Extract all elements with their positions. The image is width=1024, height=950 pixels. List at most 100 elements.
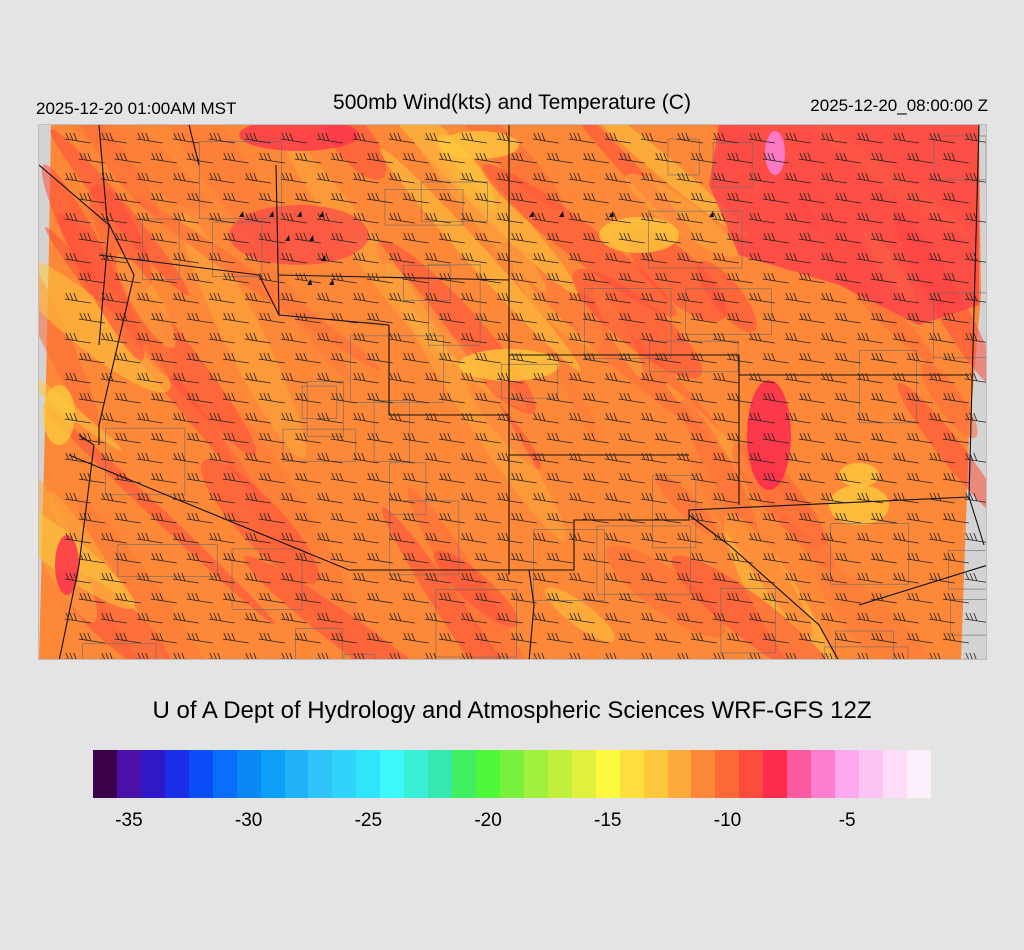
wind-barb [460, 372, 487, 384]
wind-barb [654, 352, 681, 364]
wind-barb [870, 592, 897, 604]
wind-barb [726, 232, 753, 244]
wind-barb [78, 352, 105, 364]
wind-barb [618, 232, 645, 244]
wind-barb [150, 192, 177, 204]
wind-barb [460, 652, 473, 659]
wind-barb [820, 372, 847, 384]
wind-barb [258, 312, 285, 324]
wind-barb [964, 492, 986, 503]
colorbar-swatch [164, 750, 189, 798]
wind-barb [366, 552, 393, 564]
wind-barb [186, 552, 213, 564]
wind-barb [402, 632, 429, 644]
wind-barb [712, 292, 739, 304]
credit-label: U of A Dept of Hydrology and Atmospheric… [152, 697, 872, 724]
colorbar-swatch [356, 750, 381, 798]
wind-barb [856, 212, 883, 224]
wind-barb [748, 372, 775, 384]
wind-barb [618, 512, 645, 524]
county-outline [685, 288, 772, 335]
wind-barb [280, 292, 307, 304]
wind-barb [942, 192, 969, 204]
wind-barb [280, 212, 307, 224]
map-title-text: 500mb Wind(kts) and Temperature (C) [333, 91, 691, 114]
wind-barb [762, 352, 789, 364]
wind-pennant [321, 255, 326, 261]
wind-barb [294, 312, 321, 324]
wind-barb [892, 132, 919, 144]
wind-barb [690, 632, 717, 644]
wind-barb [726, 272, 753, 284]
wind-barb [726, 552, 753, 564]
wind-barb [748, 172, 775, 184]
wind-barb [402, 552, 429, 564]
wind-barb [582, 152, 609, 164]
wind-barb [654, 472, 681, 484]
wind-barb [532, 452, 559, 464]
wind-barb [798, 552, 825, 564]
wind-barb [78, 232, 105, 244]
wind-barb [640, 612, 667, 624]
wind-barb [798, 312, 825, 324]
wind-barb [510, 592, 537, 604]
wind-barb [294, 432, 321, 444]
wind-barb [402, 232, 429, 244]
wind-barb [892, 292, 919, 304]
county-outline [199, 141, 282, 220]
wind-barb [366, 352, 393, 364]
wind-barb [208, 652, 221, 659]
wind-barb [316, 452, 343, 464]
wind-barb [690, 392, 717, 404]
colorbar-tick-label: -5 [838, 810, 856, 831]
wind-barb [330, 432, 357, 444]
wind-barb [856, 412, 883, 424]
county-outline [306, 381, 344, 437]
wind-barb [712, 492, 739, 504]
wind-barb [402, 472, 429, 484]
wind-barb [906, 632, 933, 644]
wind-barb [402, 152, 429, 164]
wind-barb [568, 492, 595, 504]
wind-barb [186, 352, 213, 364]
state-boundary [388, 325, 509, 416]
wind-barb [244, 332, 271, 344]
wind-barb [618, 352, 645, 364]
wind-barb [280, 332, 307, 344]
wind-barb [424, 252, 451, 264]
wind-barb [762, 312, 789, 324]
county-outline [231, 548, 303, 610]
wind-barb [64, 532, 91, 544]
wind-barb [834, 552, 861, 564]
wind-barb [330, 232, 357, 244]
wind-barb [438, 152, 465, 164]
colorbar-swatch [428, 750, 453, 798]
wind-barb [172, 172, 199, 184]
wind-barb [582, 232, 609, 244]
wind-barb [784, 132, 811, 144]
wind-barb [834, 432, 861, 444]
wind-barb [352, 532, 379, 544]
wind-barb [906, 392, 933, 404]
wind-barb [244, 132, 271, 144]
wind-barb [172, 612, 199, 624]
wind-barb [510, 152, 537, 164]
wind-barb [676, 172, 703, 184]
wind-barb [114, 312, 141, 324]
wind-barb [64, 492, 91, 504]
wind-barb [402, 192, 429, 204]
wind-barb [424, 572, 451, 584]
wind-barb [280, 572, 307, 584]
colorbar-swatch [763, 750, 788, 798]
wind-pennant [319, 211, 324, 217]
wind-barb [150, 552, 177, 564]
wind-barb [640, 292, 667, 304]
wind-barb [834, 472, 861, 484]
wind-barb [222, 272, 249, 284]
wind-barb [762, 592, 789, 604]
county-outline [212, 221, 263, 277]
wind-barb [424, 612, 451, 624]
wind-barb [568, 532, 595, 544]
wind-barb [460, 572, 487, 584]
wind-barb [280, 412, 307, 424]
